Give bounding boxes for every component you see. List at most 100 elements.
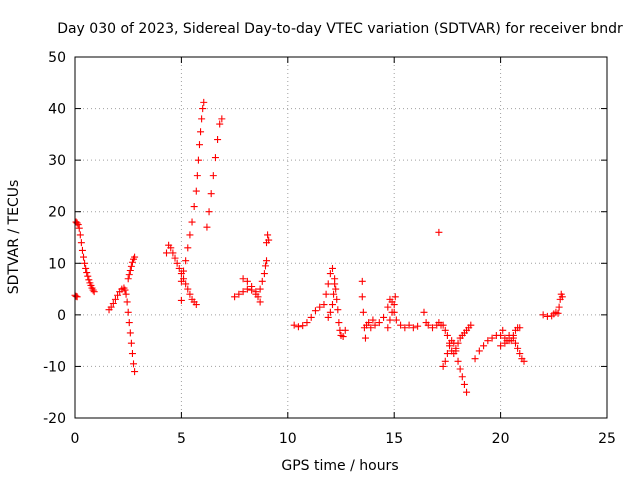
data-point xyxy=(414,322,422,330)
data-point xyxy=(89,286,97,294)
data-point xyxy=(177,277,185,285)
y-tick-labels: -20 -10 0 10 20 30 40 50 xyxy=(43,50,66,427)
data-point xyxy=(463,388,471,396)
data-point xyxy=(341,326,349,334)
data-point xyxy=(458,373,466,381)
data-point xyxy=(441,326,449,334)
x-axis-label: GPS time / hours xyxy=(281,458,398,474)
data-point xyxy=(358,293,366,301)
data-point xyxy=(520,357,528,365)
data-point xyxy=(248,282,256,290)
data-point xyxy=(193,172,201,180)
data-point xyxy=(311,307,319,315)
data-point xyxy=(454,357,462,365)
data-point xyxy=(80,253,88,261)
data-point xyxy=(125,271,133,279)
data-point xyxy=(332,285,340,293)
data-point xyxy=(128,258,136,266)
data-point xyxy=(384,324,392,332)
data-point xyxy=(497,331,505,339)
data-point xyxy=(375,319,383,327)
data-point xyxy=(256,285,264,293)
data-point xyxy=(184,244,192,252)
data-point xyxy=(124,275,132,283)
data-point xyxy=(130,360,138,368)
data-point xyxy=(331,280,339,288)
data-point xyxy=(127,262,135,270)
data-point xyxy=(334,306,342,314)
data-point xyxy=(484,337,492,345)
data-point xyxy=(467,321,475,329)
data-point xyxy=(443,350,451,358)
data-point xyxy=(199,105,207,113)
data-point xyxy=(84,272,92,280)
data-point xyxy=(514,344,522,352)
data-point xyxy=(460,380,468,388)
data-point xyxy=(499,326,507,334)
x-tick-labels: 0 5 10 15 20 25 xyxy=(71,431,616,447)
data-point xyxy=(322,290,330,298)
data-point xyxy=(171,254,179,262)
data-point xyxy=(558,293,566,301)
data-point xyxy=(122,290,130,298)
data-point xyxy=(324,313,332,321)
y-tick-label: 50 xyxy=(48,50,66,66)
data-point xyxy=(74,221,82,229)
data-point xyxy=(480,342,488,350)
data-point xyxy=(390,301,398,309)
y-tick-label: 20 xyxy=(48,205,66,221)
y-tick-label: -20 xyxy=(43,411,66,427)
data-point xyxy=(424,321,432,329)
data-point xyxy=(303,319,311,327)
data-point xyxy=(205,208,213,216)
data-point xyxy=(114,291,122,299)
data-point xyxy=(111,295,119,303)
data-point xyxy=(256,298,264,306)
data-point xyxy=(163,249,171,257)
data-point xyxy=(497,342,505,350)
data-point xyxy=(324,280,332,288)
data-point xyxy=(107,303,115,311)
data-point xyxy=(435,228,443,236)
data-point xyxy=(450,350,458,358)
data-point xyxy=(509,331,517,339)
data-point xyxy=(177,296,185,304)
data-point xyxy=(211,154,219,162)
data-point xyxy=(260,270,268,278)
data-point xyxy=(81,259,89,267)
data-point xyxy=(505,337,513,345)
data-point xyxy=(554,309,562,317)
y-tick-label: 10 xyxy=(48,256,66,272)
data-point xyxy=(439,321,447,329)
y-axis-label: SDTVAR / TECUs xyxy=(6,180,22,295)
data-point xyxy=(384,303,392,311)
chart-title: Day 030 of 2023, Sidereal Day-to-day VTE… xyxy=(57,21,623,37)
data-point xyxy=(290,321,298,329)
y-tick-label: -10 xyxy=(43,359,66,375)
data-point xyxy=(186,290,194,298)
data-point xyxy=(198,115,206,123)
data-point xyxy=(173,259,181,267)
data-point xyxy=(307,313,315,321)
data-point xyxy=(475,347,483,355)
data-point xyxy=(243,277,251,285)
plot-frame xyxy=(74,56,608,419)
data-point xyxy=(501,339,509,347)
data-point xyxy=(77,239,85,247)
data-point xyxy=(441,357,449,365)
data-point xyxy=(180,267,188,275)
data-point xyxy=(333,295,341,303)
data-point xyxy=(446,339,454,347)
data-point xyxy=(452,344,460,352)
data-points xyxy=(71,98,566,396)
data-point xyxy=(397,321,405,329)
data-point xyxy=(454,339,462,347)
data-point xyxy=(186,231,194,239)
grid-lines xyxy=(75,57,607,418)
data-point xyxy=(190,203,198,211)
data-point xyxy=(328,264,336,272)
data-point xyxy=(380,313,388,321)
data-point xyxy=(539,311,547,319)
data-point xyxy=(184,285,192,293)
data-point xyxy=(443,331,451,339)
